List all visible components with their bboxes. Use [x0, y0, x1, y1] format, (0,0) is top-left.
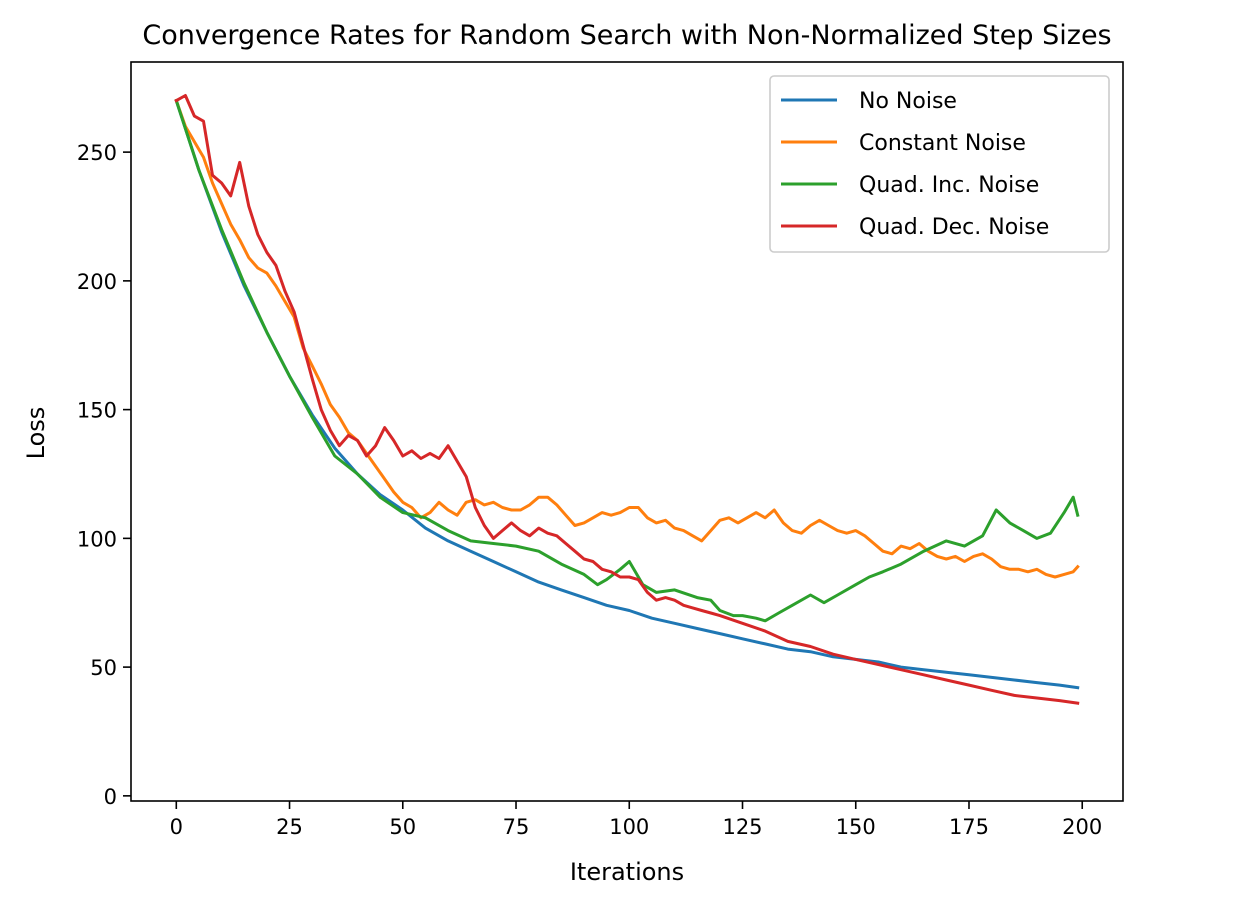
plot-frame — [130, 61, 1124, 802]
series-line-1 — [174, 98, 1080, 579]
x-tick-label: 75 — [503, 815, 530, 839]
plot-area — [174, 94, 1080, 705]
chart-title: Convergence Rates for Random Search with… — [142, 20, 1111, 51]
x-tick-label: 50 — [389, 815, 416, 839]
x-tick-label: 200 — [1062, 815, 1102, 839]
y-tick-label: 0 — [104, 785, 117, 809]
x-tick-label: 25 — [276, 815, 303, 839]
x-tick-label: 175 — [949, 815, 989, 839]
x-tick-label: 0 — [170, 815, 183, 839]
legend-label-1: Constant Noise — [859, 131, 1026, 156]
y-tick-label: 200 — [77, 270, 117, 294]
legend-box — [769, 75, 1110, 253]
legend-label-0: No Noise — [859, 89, 957, 114]
x-tick-label: 150 — [836, 815, 876, 839]
legend-label-3: Quad. Dec. Noise — [859, 215, 1049, 240]
x-axis: 0 25 50 75 100 125 150 175 200 — [170, 801, 1102, 839]
legend: No Noise Constant Noise Quad. Inc. Noise Qu… — [769, 75, 1110, 253]
x-axis-label: Iterations — [570, 858, 684, 886]
series-line-2 — [174, 98, 1080, 623]
y-tick-label: 150 — [77, 399, 117, 423]
x-tick-label: 125 — [722, 815, 762, 839]
legend-label-2: Quad. Inc. Noise — [859, 173, 1039, 198]
series-line-0 — [174, 98, 1080, 690]
y-tick-label: 100 — [77, 527, 117, 551]
x-tick-label: 100 — [609, 815, 649, 839]
y-tick-label: 50 — [90, 656, 117, 680]
y-axis-label: Loss — [22, 407, 50, 460]
y-axis: 0 50 100 150 200 250 — [77, 141, 131, 809]
y-tick-label: 250 — [77, 141, 117, 165]
series-line-3 — [174, 94, 1080, 705]
